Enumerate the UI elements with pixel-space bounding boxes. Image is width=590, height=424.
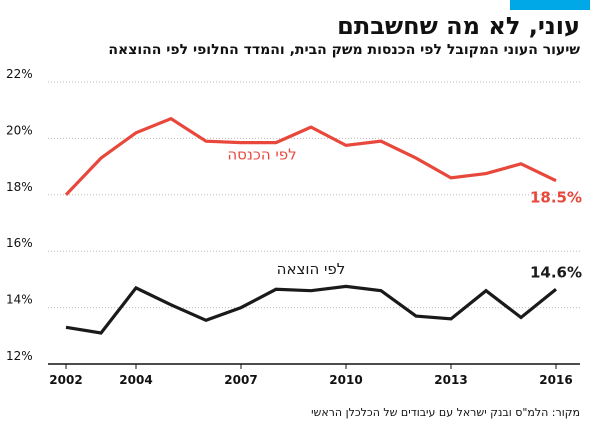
x-axis: 2002 2004 2007 2010 2013 2016 (49, 364, 573, 387)
x-tick-label: 2007 (224, 373, 257, 387)
y-axis: 12% 14% 16% 18% 20% 22% (6, 67, 33, 363)
x-tick-label: 2013 (434, 373, 467, 387)
expenditure-end-label: 14.6% (530, 263, 582, 281)
accent-bar (510, 0, 590, 10)
grid (48, 81, 580, 365)
y-tick-label: 12% (6, 349, 33, 363)
series-lines (64, 116, 558, 335)
income-series-label: לפי הכנסה (227, 146, 296, 164)
y-tick-label: 22% (6, 67, 33, 81)
y-tick-label: 16% (6, 236, 33, 250)
source-note: מקור: הלמ"ס ובנק ישראל עם עיבודים של הכל… (311, 406, 580, 419)
y-tick-label: 14% (6, 293, 33, 307)
y-tick-label: 20% (6, 123, 33, 137)
expenditure-series-label: לפי הוצאה (277, 260, 346, 278)
x-tick-label: 2010 (329, 373, 362, 387)
x-tick-label: 2016 (539, 373, 572, 387)
expenditure-line (65, 284, 558, 335)
y-tick-label: 18% (6, 180, 33, 194)
income-line (64, 116, 557, 196)
series-labels: 18.5% לפי הכנסה 14.6% לפי הוצאה (227, 146, 582, 282)
x-tick-label: 2004 (119, 373, 152, 387)
income-end-label: 18.5% (530, 189, 582, 207)
x-tick-label: 2002 (49, 373, 82, 387)
chart-subtitle: שיעור העוני המקובל לפי הכנסות משק הבית, … (108, 42, 580, 58)
chart-title: עוני, לא מה שחשבתם (337, 12, 580, 40)
